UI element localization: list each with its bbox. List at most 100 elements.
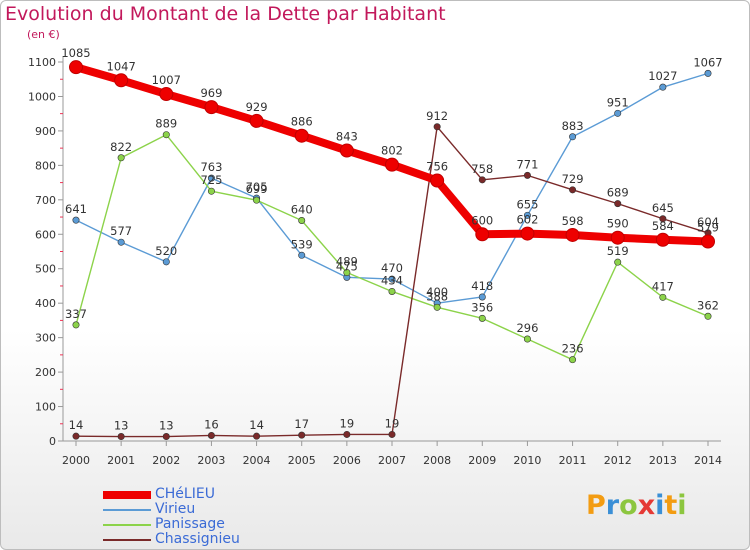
data-point-panissage [388,287,396,295]
data-label-chassignieu: 912 [426,109,448,123]
data-point-panissage [433,303,441,311]
data-label-ch-lieu: 843 [336,130,358,144]
data-point-ch-lieu [565,227,580,242]
legend-item-chassignieu: Chassignieu [103,532,240,547]
data-point-chassignieu [569,186,577,194]
data-label-virieu: 763 [200,160,222,174]
data-point-panissage [343,269,351,277]
data-point-panissage [614,258,622,266]
data-label-ch-lieu: 1085 [61,46,90,60]
data-label-virieu: 1027 [648,69,677,83]
data-point-ch-lieu [69,60,83,75]
data-point-virieu [162,258,170,266]
data-point-virieu [704,69,712,77]
y-tick-label: 300 [35,332,56,345]
data-point-panissage [659,293,667,301]
data-label-panissage: 362 [697,298,719,312]
data-point-virieu [659,83,667,91]
data-label-ch-lieu: 929 [246,100,268,114]
data-point-ch-lieu [701,234,715,249]
data-point-panissage [704,312,712,320]
legend-item-panissage: Panissage [103,517,240,532]
data-label-panissage: 640 [291,202,313,216]
data-point-panissage [298,216,306,224]
x-tick-label: 2003 [197,454,225,467]
data-point-panissage [569,356,577,364]
data-point-virieu [523,211,531,219]
y-tick-label: 900 [35,125,56,138]
data-label-ch-lieu: 886 [291,115,313,129]
data-label-ch-lieu: 598 [562,214,584,228]
data-label-chassignieu: 14 [69,418,84,432]
data-point-chassignieu [343,430,351,438]
data-point-virieu [569,133,577,141]
data-label-panissage: 725 [200,173,222,187]
x-tick-label: 2012 [604,454,632,467]
x-tick-label: 2013 [649,454,677,467]
data-label-panissage: 337 [65,307,87,321]
data-label-panissage: 489 [336,255,358,269]
data-point-ch-lieu [610,230,625,245]
data-label-chassignieu: 771 [516,157,538,171]
data-label-panissage: 296 [516,321,538,335]
y-tick-label: 1100 [28,56,56,69]
data-point-chassignieu [72,432,80,440]
data-point-ch-lieu [655,232,670,247]
x-tick-label: 2004 [243,454,271,467]
logo-letter: P [586,490,606,521]
data-label-chassignieu: 16 [204,417,219,431]
data-point-virieu [207,174,215,182]
legend-item-ch-lieu: CHéLIEU [103,487,240,502]
legend-swatch [103,523,151,526]
data-point-panissage [162,131,170,139]
proxiti-logo: Proxiti [586,490,687,521]
data-label-ch-lieu: 579 [697,221,719,235]
legend-label: Virieu [155,501,196,517]
data-label-ch-lieu: 969 [200,86,222,100]
data-point-panissage [478,314,486,322]
data-point-chassignieu [207,431,215,439]
data-label-virieu: 577 [110,224,132,238]
data-point-ch-lieu [249,113,264,128]
data-label-panissage: 356 [471,300,493,314]
data-point-chassignieu [253,432,261,440]
data-label-ch-lieu: 602 [516,213,538,227]
data-label-chassignieu: 758 [471,162,493,176]
data-point-chassignieu [117,433,125,441]
data-label-chassignieu: 689 [607,186,629,200]
x-tick-label: 2008 [423,454,451,467]
y-tick-label: 1000 [28,90,56,103]
y-tick-label: 100 [35,401,56,414]
x-tick-label: 2002 [152,454,180,467]
data-label-virieu: 520 [155,244,177,258]
data-label-ch-lieu: 590 [607,217,629,231]
data-label-panissage: 236 [562,342,584,356]
logo-letter: i [655,490,665,521]
data-label-chassignieu: 14 [249,418,264,432]
data-point-chassignieu [433,123,441,131]
data-point-virieu [388,275,396,283]
data-label-panissage: 417 [652,279,674,293]
chart-title: Evolution du Montant de la Dette par Hab… [5,3,446,25]
data-point-panissage [207,187,215,195]
data-label-chassignieu: 13 [159,419,174,433]
data-point-ch-lieu [520,226,535,241]
data-point-panissage [72,321,80,329]
data-point-virieu [478,293,486,301]
data-label-virieu: 470 [381,261,403,275]
legend: CHéLIEU Virieu Panissage Chassignieu [103,487,240,547]
y-tick-label: 400 [35,297,56,310]
data-point-chassignieu [298,431,306,439]
data-label-chassignieu: 19 [385,416,400,430]
data-label-ch-lieu: 584 [652,219,674,233]
data-label-chassignieu: 729 [562,172,584,186]
data-label-panissage: 889 [155,117,177,131]
data-label-virieu: 951 [607,95,629,109]
data-label-chassignieu: 17 [294,417,309,431]
data-point-panissage [117,154,125,162]
data-point-virieu [614,109,622,117]
legend-swatch [103,490,151,499]
data-label-virieu: 705 [246,180,268,194]
